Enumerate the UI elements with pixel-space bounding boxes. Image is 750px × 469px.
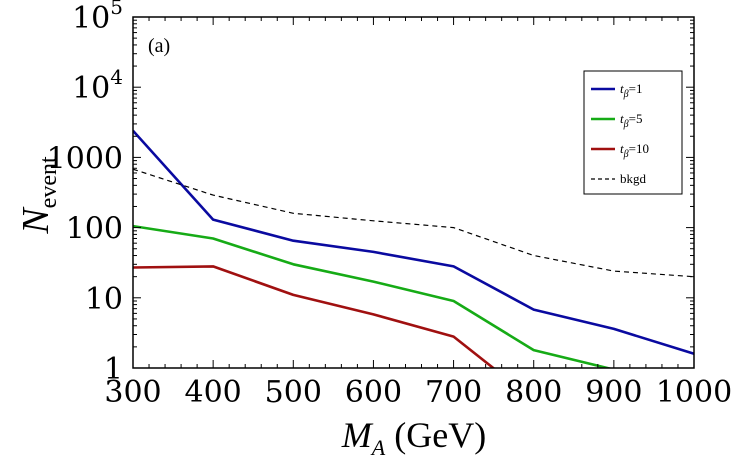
x-tick-label: 800 bbox=[505, 375, 562, 410]
x-tick-label: 900 bbox=[585, 375, 642, 410]
legend-label-1: tβ=1 bbox=[620, 81, 642, 100]
series-layer bbox=[133, 129, 694, 368]
y-tick-label: 10 bbox=[85, 282, 123, 317]
legend: tβ=1 tβ=5 tβ=10 bkgd bbox=[583, 70, 683, 195]
x-tick-labels: 300 400 500 600 700 800 900 1000 bbox=[104, 375, 732, 410]
series-line-2 bbox=[133, 224, 613, 368]
y-axis-title: Nevent bbox=[15, 156, 62, 235]
plot-frame bbox=[132, 16, 695, 369]
y-tick-label: 1000 bbox=[47, 141, 123, 176]
series-line-4 bbox=[133, 168, 694, 278]
x-axis-title: MA (GeV) bbox=[341, 415, 486, 460]
legend-label-3: tβ=10 bbox=[620, 141, 649, 160]
x-tick-label: 500 bbox=[265, 375, 322, 410]
x-tick-label: 300 bbox=[104, 375, 161, 410]
x-tick-label: 400 bbox=[185, 375, 242, 410]
y-tick-label: 105 bbox=[72, 0, 123, 36]
y-tick-labels: 1 10 100 1000 104 105 bbox=[47, 0, 123, 387]
x-tick-label: 600 bbox=[345, 375, 402, 410]
legend-label-2: tβ=5 bbox=[620, 111, 642, 130]
legend-box bbox=[583, 70, 683, 195]
series-line-3 bbox=[133, 265, 496, 368]
legend-label-4: bkgd bbox=[620, 171, 647, 186]
y-tick-label: 1 bbox=[104, 352, 123, 387]
x-tick-label: 1000 bbox=[656, 375, 732, 410]
x-tick-label: 700 bbox=[425, 375, 482, 410]
y-tick-label: 104 bbox=[72, 65, 123, 106]
y-tick-label: 100 bbox=[66, 212, 123, 247]
panel-label: (a) bbox=[148, 35, 170, 57]
series-line-1 bbox=[133, 129, 694, 355]
